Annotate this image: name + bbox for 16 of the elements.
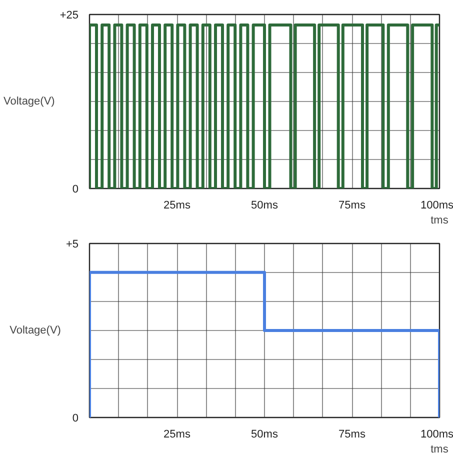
x-tick-label: 100ms	[420, 200, 453, 212]
x-tick-label: 100ms	[420, 428, 453, 440]
y-tick-label: +5	[66, 238, 79, 250]
y-tick-label: +25	[60, 10, 79, 22]
x-axis-title: tms	[430, 444, 449, 456]
x-axis-title: tms	[430, 214, 449, 226]
x-tick-label: 50ms	[251, 200, 278, 212]
y-tick-label: 0	[72, 412, 79, 424]
x-tick-label: 25ms	[164, 200, 191, 212]
y-tick-label: 0	[72, 184, 79, 196]
x-tick-label: 25ms	[164, 428, 191, 440]
x-tick-label: 50ms	[251, 428, 278, 440]
x-tick-label: 75ms	[338, 200, 366, 212]
x-tick-label: 75ms	[338, 428, 366, 440]
y-axis-title: Voltage(V)	[10, 324, 61, 336]
y-axis-title: Voltage(V)	[3, 96, 55, 108]
